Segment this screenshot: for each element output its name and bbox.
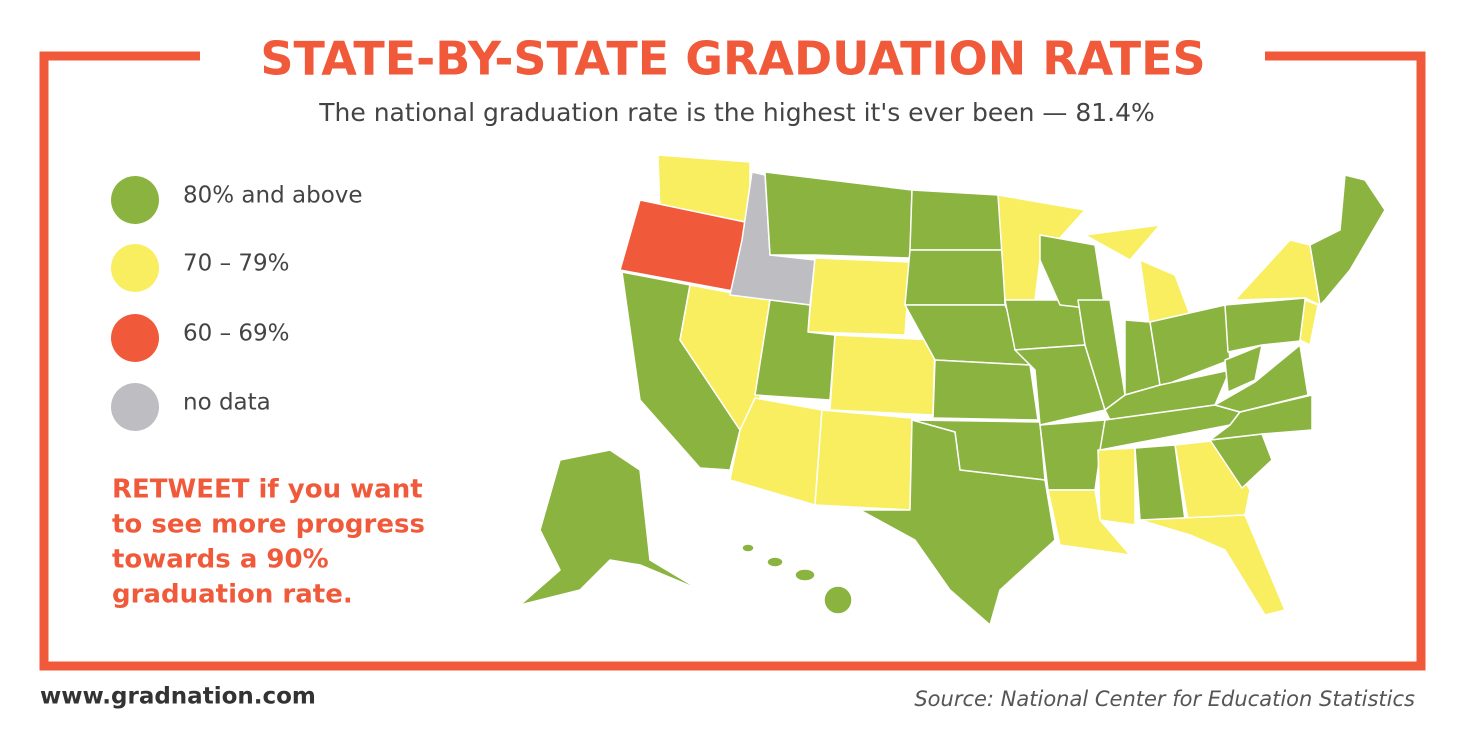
state [764,171,913,259]
state [807,257,911,336]
legend-label: 70 – 79% [183,251,290,277]
state [829,334,936,416]
source: Source: National Center for Education St… [914,687,1415,711]
state [859,419,1056,626]
legend-label: 60 – 69% [183,321,290,347]
website: www.gradnation.com [40,684,316,710]
state [1097,447,1136,526]
cta-line: to see more progress [112,510,425,540]
state [932,359,1039,421]
legend-swatch [111,244,159,292]
state [823,585,853,615]
legend-label: 80% and above [183,183,363,209]
us-map [519,154,1386,626]
state [1004,299,1086,351]
state [1039,419,1106,491]
state [1149,304,1231,386]
title-backdrop [200,30,1265,90]
state [909,189,1004,251]
title: STATE-BY-STATE GRADUATION RATES [260,32,1205,86]
legend-swatch [111,314,159,362]
state [1224,344,1263,393]
state [1047,489,1131,556]
state [1139,514,1286,616]
state [814,409,913,511]
call-to-action: RETWEET if you want to see more progress t… [112,475,425,610]
subtitle: The national graduation rate is the high… [318,98,1155,127]
state [1299,299,1319,346]
cta-line: graduation rate. [112,580,353,610]
cta-line: towards a 90% [112,545,329,575]
cta-line: RETWEET if you want [112,475,423,505]
state [766,556,784,568]
legend: 80% and above 70 – 79% 60 – 69% no data [111,176,363,431]
state [519,449,701,606]
state [729,397,823,506]
state [1084,224,1161,261]
legend-swatch [111,383,159,431]
state [1014,344,1106,426]
state [741,543,755,553]
state [1214,344,1309,413]
state [1224,297,1311,353]
state [904,249,1006,306]
state [794,568,816,582]
legend-swatch [111,176,159,224]
state [1309,174,1386,306]
legend-label: no data [183,390,271,416]
